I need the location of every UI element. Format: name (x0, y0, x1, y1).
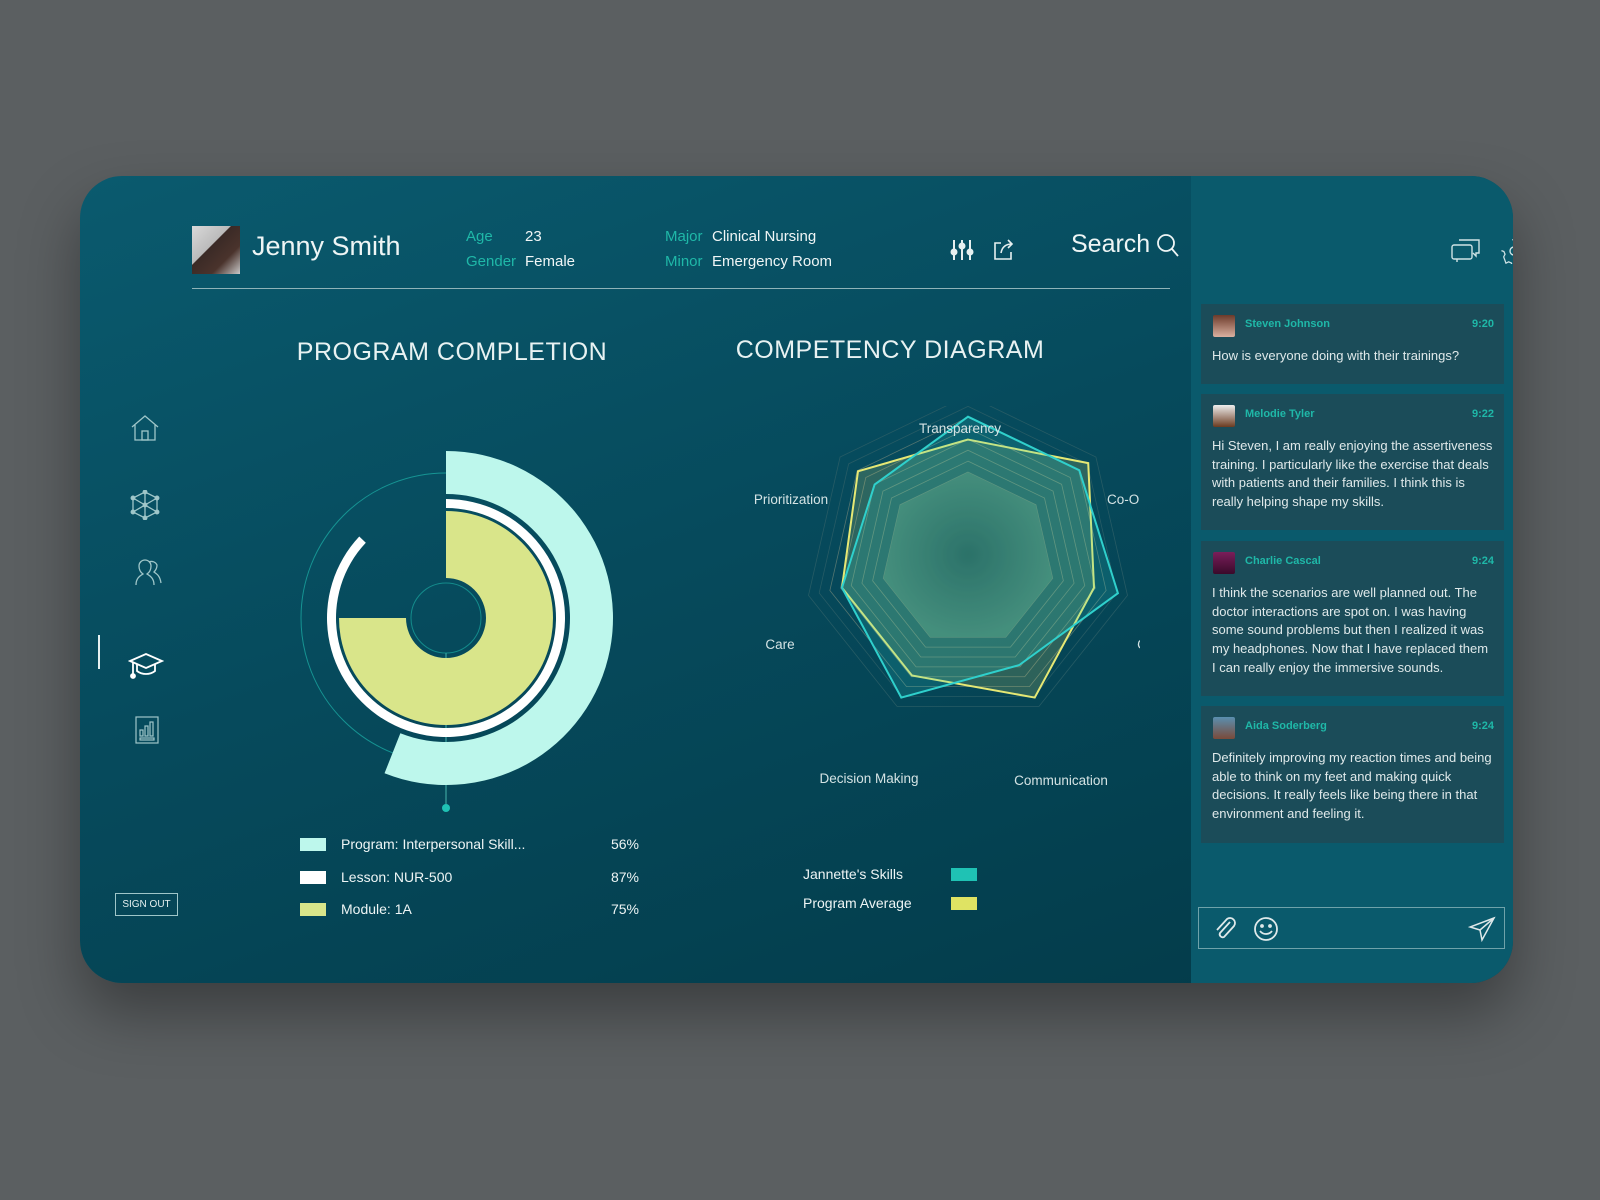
legend-label: Module: 1A (341, 901, 412, 917)
sender-name: Aida Soderberg (1245, 720, 1327, 732)
axis-label: Communication (1014, 773, 1108, 788)
sender-avatar (1213, 405, 1235, 427)
legend-swatch (951, 868, 977, 881)
sign-out-button[interactable]: SIGN OUT (115, 893, 178, 916)
message-time: 9:24 (1471, 555, 1494, 567)
legend-label: Jannette's Skills (803, 866, 903, 882)
axis-label: Transparency (919, 421, 1001, 436)
series-program-average (840, 438, 1096, 699)
legend-item: Lesson: NUR-500 87% (300, 869, 640, 887)
minor-value: Emergency Room (712, 253, 833, 270)
inner-circle (410, 582, 482, 654)
graduation-cap-icon[interactable] (128, 650, 164, 682)
minor-label: Minor (665, 253, 703, 270)
chat-message: Melodie Tyler 9:22 Hi Steven, I am reall… (1201, 394, 1504, 530)
age-label: Age (466, 228, 493, 245)
search-icon (1156, 232, 1180, 258)
series-jannette-s-skills (840, 415, 1120, 699)
gender-value: Female (525, 253, 576, 270)
grid-ring (861, 449, 1075, 658)
bar-chart-icon[interactable] (135, 716, 159, 744)
legend-item: Program: Interpersonal Skill... 56% (300, 836, 640, 854)
program-arc (384, 451, 613, 785)
competency-diagram-title: COMPETENCY DIAGRAM (735, 336, 1045, 364)
send-icon[interactable] (1468, 916, 1496, 942)
chat-message: Aida Soderberg 9:24 Definitely improving… (1201, 706, 1504, 843)
paperclip-icon[interactable] (1213, 916, 1237, 942)
gender-label: Gender (466, 253, 517, 270)
legend-value: 75% (610, 901, 639, 917)
grid-ring (829, 416, 1107, 688)
home-icon[interactable] (130, 413, 160, 443)
legend-swatch (951, 897, 977, 910)
major-label: Major (665, 228, 703, 245)
sender-avatar (1213, 315, 1235, 337)
message-time: 9:22 (1471, 408, 1494, 420)
header-divider (192, 288, 1170, 289)
chat-panel: Steven Johnson 9:20 How is everyone doin… (1191, 176, 1513, 983)
network-icon[interactable] (130, 490, 160, 520)
emoji-icon[interactable] (1253, 916, 1279, 942)
age-value: 23 (525, 228, 542, 245)
profile-name: Jenny Smith (252, 231, 401, 261)
chat-message: Steven Johnson 9:20 How is everyone doin… (1201, 304, 1504, 384)
sliders-icon[interactable] (950, 238, 974, 262)
legend-item: Module: 1A 75% (300, 901, 640, 919)
search-button[interactable]: Search (1071, 230, 1180, 259)
legend-swatch (300, 870, 326, 884)
legend-item: Jannette's Skills (803, 866, 1003, 884)
legend-label: Lesson: NUR-500 (341, 868, 453, 885)
module-arc (339, 511, 553, 725)
message-text: I think the scenarios are well planned o… (1212, 585, 1489, 675)
legend-swatch (300, 838, 326, 851)
people-icon[interactable] (132, 557, 164, 587)
active-indicator (98, 635, 100, 669)
grid-ring (872, 460, 1064, 648)
legend-label: Program Average (803, 895, 912, 911)
program-completion-title: PROGRAM COMPLETION (296, 338, 608, 366)
grid-ring (850, 438, 1086, 668)
legend-item: Program Average (803, 895, 1003, 913)
sender-avatar (1213, 717, 1235, 739)
axis-label: Decision Making (819, 771, 918, 786)
message-text: Hi Steven, I am really enjoying the asse… (1212, 438, 1493, 510)
grid-ring (808, 406, 1128, 707)
legend-value: 56% (610, 836, 639, 852)
axis-label: Criticism (1137, 637, 1140, 652)
dashboard-window: Jenny Smith Age 23 Gender Female Major C… (80, 176, 1513, 983)
axis-label: Co-Ordination (1107, 492, 1140, 507)
legend-label: Program: Interpersonal Skill... (341, 836, 526, 852)
message-time: 9:20 (1471, 318, 1494, 330)
gear-icon[interactable] (1501, 238, 1513, 264)
guide-dot (442, 804, 450, 812)
sender-name: Steven Johnson (1245, 318, 1330, 330)
share-icon[interactable] (992, 237, 1016, 261)
legend-swatch (300, 903, 326, 916)
avatar (192, 226, 240, 274)
chat-message: Charlie Cascal 9:24 I think the scenario… (1201, 541, 1504, 696)
message-time: 9:24 (1471, 720, 1494, 732)
axis-label: Prioritization (754, 492, 828, 507)
program-completion-chart (300, 451, 613, 812)
grid-center (883, 472, 1053, 638)
major-value: Clinical Nursing (712, 228, 817, 245)
axis-label: Care (765, 637, 794, 652)
sender-name: Melodie Tyler (1245, 408, 1315, 420)
sender-name: Charlie Cascal (1245, 555, 1321, 567)
search-label: Search (1071, 230, 1151, 258)
grid-ring (840, 427, 1096, 678)
message-text: How is everyone doing with their trainin… (1212, 348, 1460, 363)
sender-avatar (1213, 552, 1235, 574)
chat-icon[interactable] (1450, 238, 1482, 264)
grid-ring (818, 406, 1118, 697)
competency-radar-chart: Transparency Co-Ordination Criticism Commun… (754, 406, 1140, 788)
legend-value: 87% (610, 868, 639, 885)
message-input[interactable] (1198, 907, 1505, 949)
message-text: Definitely improving my reaction times a… (1212, 750, 1492, 822)
